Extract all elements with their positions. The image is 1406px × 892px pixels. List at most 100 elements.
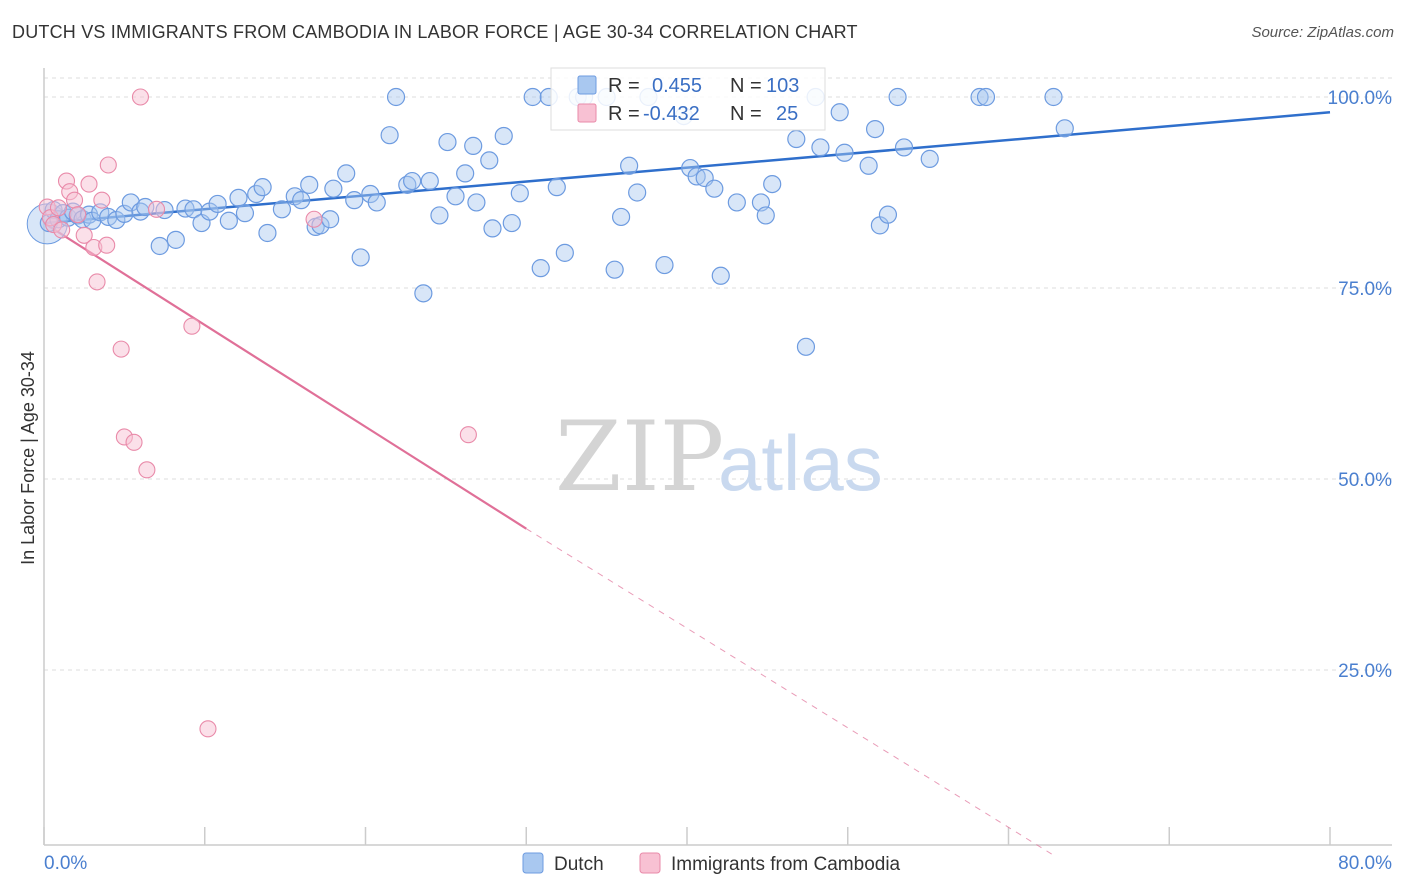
point-dutch [272, 200, 292, 219]
point-dutch [763, 174, 782, 194]
point-dutch [292, 191, 311, 210]
grid-lines [44, 77, 1392, 671]
point-dutch [219, 211, 238, 230]
point-dutch [976, 87, 996, 107]
point-dutch [787, 129, 806, 149]
point-dutch [970, 87, 989, 107]
source-label: Source: ZipAtlas.com [1251, 24, 1394, 41]
point-dutch [115, 204, 134, 223]
point-dutch [184, 200, 203, 219]
trend-line-cambodia [43, 222, 527, 530]
point-dutch [756, 206, 775, 225]
point-dutch [253, 178, 272, 197]
trend-line-cambodia-dashed [525, 528, 1057, 858]
point-dutch [483, 219, 502, 238]
legend-r-value-cambodia: -0.432 [643, 103, 700, 125]
point-dutch [611, 207, 631, 227]
point-dutch [620, 156, 639, 175]
x-axis-ticks [43, 827, 1331, 845]
point-cambodia [131, 88, 149, 106]
point-dutch [121, 193, 140, 212]
point-dutch [605, 260, 624, 279]
trend-lines [43, 111, 1331, 858]
point-dutch [494, 126, 513, 146]
point-dutch [555, 243, 574, 262]
point-cambodia [65, 191, 84, 209]
legend-r-value-dutch: 0.455 [652, 75, 702, 97]
legend-r-label-cambodia: R = [608, 103, 640, 125]
point-dutch [247, 184, 266, 204]
point-dutch [403, 171, 422, 191]
point-dutch [438, 132, 457, 152]
point-dutch [324, 179, 343, 198]
watermark: ZIP atlas [555, 401, 883, 513]
y-axis-tick-labels: 25.0% 50.0% 75.0% 100.0% [1328, 88, 1393, 682]
point-dutch [1055, 119, 1074, 138]
point-dutch [351, 248, 370, 267]
legend-swatch-cambodia [577, 103, 597, 123]
point-dutch [547, 178, 566, 197]
point-cambodia [125, 433, 143, 451]
legend-r-label-dutch: R = [608, 75, 640, 97]
point-dutch [830, 103, 849, 122]
trend-line-dutch [43, 111, 1331, 225]
legend-top: R = 0.455 N = 103 R = -0.432 N = 25 [550, 67, 826, 131]
point-dutch [655, 255, 674, 275]
legend-n-value-dutch: 103 [766, 75, 799, 97]
point-dutch [321, 210, 340, 229]
legend-bottom-swatch-cambodia [639, 852, 661, 874]
y-tick-label: 100.0% [1328, 88, 1393, 109]
scatter-points [26, 87, 1074, 738]
point-dutch [208, 194, 227, 214]
point-dutch [345, 191, 364, 210]
point-dutch [628, 183, 647, 202]
point-cambodia [112, 340, 130, 358]
point-cambodia [53, 221, 71, 239]
point-dutch [258, 223, 277, 243]
point-cambodia [99, 156, 117, 174]
point-dutch [446, 187, 465, 206]
point-dutch [300, 175, 319, 194]
y-axis-label: In Labor Force | Age 30-34 [18, 351, 38, 565]
point-dutch [150, 236, 169, 256]
point-dutch [510, 184, 529, 203]
legend-bottom-label-cambodia: Immigrants from Cambodia [671, 854, 901, 875]
point-dutch [386, 87, 406, 107]
point-dutch [367, 193, 386, 212]
point-dutch [235, 204, 255, 223]
y-tick-label: 50.0% [1338, 470, 1392, 491]
point-dutch [337, 164, 356, 183]
legend-n-label-dutch: N = [730, 75, 762, 97]
legend-n-label-cambodia: N = [730, 103, 762, 125]
chart-title: DUTCH VS IMMIGRANTS FROM CAMBODIA IN LAB… [12, 22, 858, 42]
legend-bottom-label-dutch: Dutch [554, 854, 604, 875]
y-tick-label: 75.0% [1338, 279, 1392, 300]
point-dutch [811, 138, 830, 157]
legend-swatch-dutch [577, 75, 597, 95]
x-tick-label-max: 80.0% [1338, 853, 1392, 874]
point-cambodia [75, 226, 93, 244]
point-dutch [531, 259, 550, 278]
point-dutch [480, 151, 499, 170]
legend-bottom: Dutch Immigrants from Cambodia [522, 852, 901, 875]
point-cambodia [199, 720, 217, 738]
point-cambodia [305, 210, 323, 228]
point-dutch [523, 87, 542, 107]
point-dutch [229, 188, 248, 207]
point-cambodia [69, 206, 87, 224]
point-dutch [711, 266, 730, 285]
y-tick-label: 25.0% [1338, 661, 1392, 682]
point-dutch [1044, 87, 1063, 107]
point-cambodia [138, 461, 156, 479]
point-dutch [414, 284, 433, 303]
point-cambodia [80, 175, 98, 193]
point-dutch [380, 126, 399, 145]
point-dutch [502, 213, 521, 233]
legend-box [550, 67, 826, 131]
point-dutch [467, 193, 486, 212]
legend-bottom-swatch-dutch [522, 852, 544, 874]
point-dutch [420, 171, 439, 191]
point-dutch [464, 136, 483, 155]
point-dutch [705, 179, 724, 198]
